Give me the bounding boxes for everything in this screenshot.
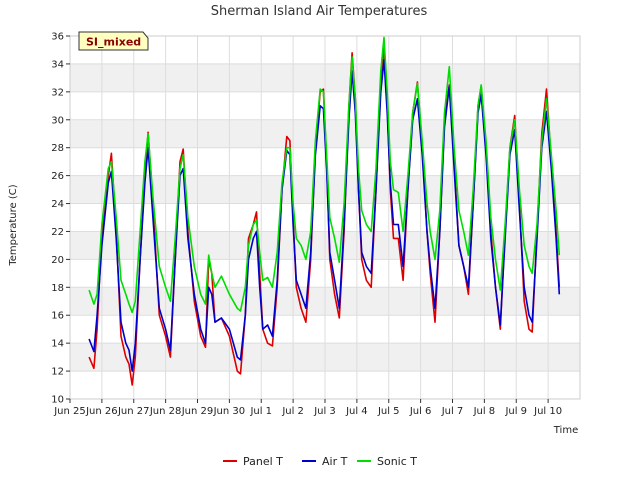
x-tick-label: Jun 30 [213, 406, 246, 417]
y-tick-label: 20 [51, 255, 64, 266]
y-tick-label: 26 [51, 171, 64, 182]
y-tick-label: 32 [51, 87, 64, 98]
x-tick-label: Jun 28 [149, 406, 182, 417]
x-tick-label: Jul 10 [533, 406, 562, 417]
y-tick-label: 12 [51, 367, 64, 378]
site-badge-label: SI_mixed [86, 36, 141, 49]
x-tick-label: Jul 9 [504, 406, 527, 417]
x-tick-label: Jul 5 [377, 406, 400, 417]
y-axis-ticks: 10 12 14 16 18 20 22 24 26 28 30 32 34 36 [51, 32, 70, 406]
x-tick-label: Jun 26 [85, 406, 118, 417]
legend-label: Air T [322, 455, 348, 468]
x-tick-label: Jun 29 [181, 406, 214, 417]
y-tick-label: 18 [51, 283, 64, 294]
y-tick-label: 24 [51, 199, 64, 210]
x-tick-label: Jun 27 [117, 406, 150, 417]
x-tick-label: Jul 6 [409, 406, 432, 417]
x-tick-label: Jul 4 [345, 406, 368, 417]
legend: Panel T Air T Sonic T [223, 455, 417, 468]
x-tick-label: Jun 25 [53, 406, 86, 417]
site-badge: SI_mixed [78, 31, 149, 51]
site-badge-box [78, 31, 149, 51]
x-tick-label: Jul 8 [473, 406, 496, 417]
y-tick-label: 16 [51, 311, 64, 322]
x-tick-label: Jul 3 [313, 406, 336, 417]
y-tick-label: 14 [51, 339, 64, 350]
y-tick-label: 10 [51, 395, 64, 406]
series-line-sonic-t [88, 36, 561, 314]
y-tick-label: 30 [51, 115, 64, 126]
x-tick-label: Jul 7 [441, 406, 464, 417]
x-tick-label: Jul 2 [281, 406, 304, 417]
series-lines [88, 36, 561, 386]
y-axis-label: Temperature (C) [8, 184, 19, 266]
y-tick-label: 36 [51, 32, 64, 43]
y-tick-label: 28 [51, 143, 64, 154]
x-tick-label: Jul 1 [249, 406, 272, 417]
chart-title: Sherman Island Air Temperatures [211, 4, 428, 19]
x-axis-ticks: Jun 25 Jun 26 Jun 27 Jun 28 Jun 29 Jun 30 Jul … [53, 399, 562, 417]
legend-label: Panel T [243, 455, 283, 468]
x-axis-label: Time [553, 425, 578, 436]
legend-label: Sonic T [377, 455, 417, 468]
y-tick-label: 22 [51, 227, 64, 238]
y-tick-label: 34 [51, 59, 64, 70]
